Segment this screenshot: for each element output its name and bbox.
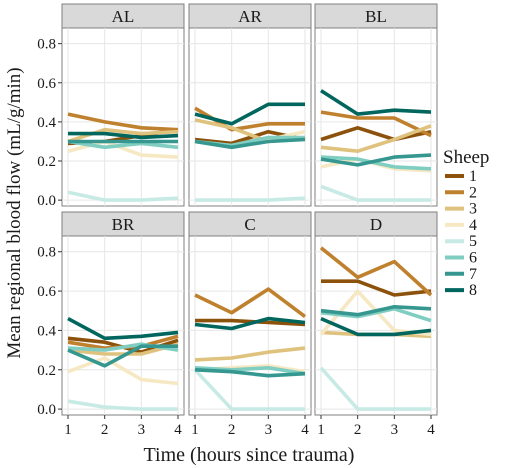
x-tick-label: 1 xyxy=(64,422,72,438)
series-line-sheep-5 xyxy=(193,368,305,411)
series-line-sheep-1 xyxy=(195,318,306,327)
panel-AR: AR xyxy=(188,3,312,207)
series-line-sheep-8 xyxy=(320,89,432,116)
x-tick-label: 2 xyxy=(101,422,109,438)
legend-item-5: 5 xyxy=(445,233,477,250)
legend-label: 4 xyxy=(469,217,477,234)
x-tick-label: 4 xyxy=(301,422,309,438)
series-line-sheep-7 xyxy=(67,344,178,368)
panel-strip xyxy=(188,211,312,237)
series-line-sheep-2 xyxy=(320,110,432,138)
y-tick-label: 0.0 xyxy=(37,193,56,209)
series-line-sheep-5 xyxy=(320,184,431,202)
y-tick-label: 0.6 xyxy=(37,76,56,92)
series-line-sheep-3 xyxy=(67,127,179,144)
facet-panels: AL 0.0 0.2 0.4 0.6 0.8 AR BL BR 0.0 0.2 0.4 0.6 0.8 1 2… xyxy=(37,3,438,438)
series-line-sheep-5 xyxy=(195,196,306,202)
x-tick-label: 4 xyxy=(174,422,182,438)
y-axis-label: Mean regional blood flow (mL/g/min) xyxy=(4,67,25,358)
legend-label: 7 xyxy=(469,266,477,283)
x-tick-label: 4 xyxy=(427,422,435,438)
panel-strip xyxy=(61,211,185,237)
series-line-sheep-8 xyxy=(68,131,179,140)
series-line-sheep-8 xyxy=(194,102,305,126)
legend-item-8: 8 xyxy=(445,282,477,299)
y-tick-label: 0.8 xyxy=(37,245,56,261)
x-tick-label: 2 xyxy=(354,422,362,438)
legend-label: 8 xyxy=(469,282,477,299)
panel-strip-label: C xyxy=(244,215,255,234)
panel-strip-label: D xyxy=(370,215,382,234)
y-tick-label: 0.6 xyxy=(37,284,56,300)
y-tick-label: 0.2 xyxy=(37,363,56,379)
panel-strip-label: BL xyxy=(365,7,387,26)
series-line-sheep-4 xyxy=(67,139,179,159)
x-tick-label: 1 xyxy=(191,422,199,438)
panel-BL: BL xyxy=(314,3,438,207)
series-line-sheep-8 xyxy=(320,316,432,337)
y-tick-label: 0.0 xyxy=(37,402,56,418)
legend-item-3: 3 xyxy=(445,201,477,218)
series-line-sheep-1 xyxy=(320,126,432,142)
series-line-sheep-8 xyxy=(67,317,179,341)
x-tick-label: 3 xyxy=(138,422,146,438)
legend-title: Sheep xyxy=(443,147,489,168)
legend-label: 2 xyxy=(469,184,477,201)
y-tick-label: 0.4 xyxy=(37,115,56,131)
legend-item-7: 7 xyxy=(445,266,477,283)
legend-item-1: 1 xyxy=(445,168,477,185)
panel-C: C 1 2 3 4 xyxy=(188,211,312,438)
y-tick-label: 0.8 xyxy=(37,37,56,53)
legend-item-4: 4 xyxy=(445,217,477,234)
x-tick-label: 3 xyxy=(265,422,273,438)
x-tick-label: 1 xyxy=(317,422,325,438)
series-line-sheep-7 xyxy=(194,368,306,378)
series-line-sheep-6 xyxy=(194,365,306,376)
y-tick-label: 0.2 xyxy=(37,154,56,170)
legend-label: 1 xyxy=(469,168,477,185)
x-tick-label: 2 xyxy=(228,422,236,438)
legend-label: 3 xyxy=(469,201,477,218)
x-tick-label: 3 xyxy=(391,422,399,438)
series-line-sheep-6 xyxy=(320,306,432,323)
series-line-sheep-1 xyxy=(321,279,432,297)
series-line-sheep-7 xyxy=(194,137,306,150)
x-axis-label: Time (hours since trauma) xyxy=(144,444,355,466)
series-line-sheep-6 xyxy=(67,139,179,150)
legend-label: 6 xyxy=(469,250,477,267)
series-line-sheep-5 xyxy=(67,190,179,202)
panel-D: D 1 2 3 4 xyxy=(314,211,438,438)
series-line-sheep-6 xyxy=(320,155,432,171)
series-line-sheep-7 xyxy=(320,153,432,167)
panel-strip xyxy=(61,3,185,29)
legend-item-2: 2 xyxy=(445,184,477,201)
y-tick-label: 0.4 xyxy=(37,323,56,339)
series-line-sheep-5 xyxy=(67,399,178,411)
panel-strip-label: AR xyxy=(238,7,262,26)
series-line-sheep-2 xyxy=(67,112,179,132)
series-line-sheep-3 xyxy=(194,346,306,362)
legend-label: 5 xyxy=(469,233,477,250)
panel-BR: BR 0.0 0.2 0.4 0.6 0.8 1 2 3 4 xyxy=(37,211,185,438)
series-line-sheep-5 xyxy=(319,366,431,411)
legend-item-6: 6 xyxy=(445,250,477,267)
series-line-sheep-7 xyxy=(320,304,432,317)
series-line-sheep-2 xyxy=(319,246,433,297)
series-line-sheep-2 xyxy=(194,287,307,319)
panel-AL: AL 0.0 0.2 0.4 0.6 0.8 xyxy=(37,3,185,209)
series-line-sheep-4 xyxy=(67,356,179,386)
panel-strip-label: BR xyxy=(112,215,135,234)
series-line-sheep-3 xyxy=(320,124,432,153)
series-line-sheep-8 xyxy=(194,316,306,331)
panel-strip-label: AL xyxy=(112,7,135,26)
